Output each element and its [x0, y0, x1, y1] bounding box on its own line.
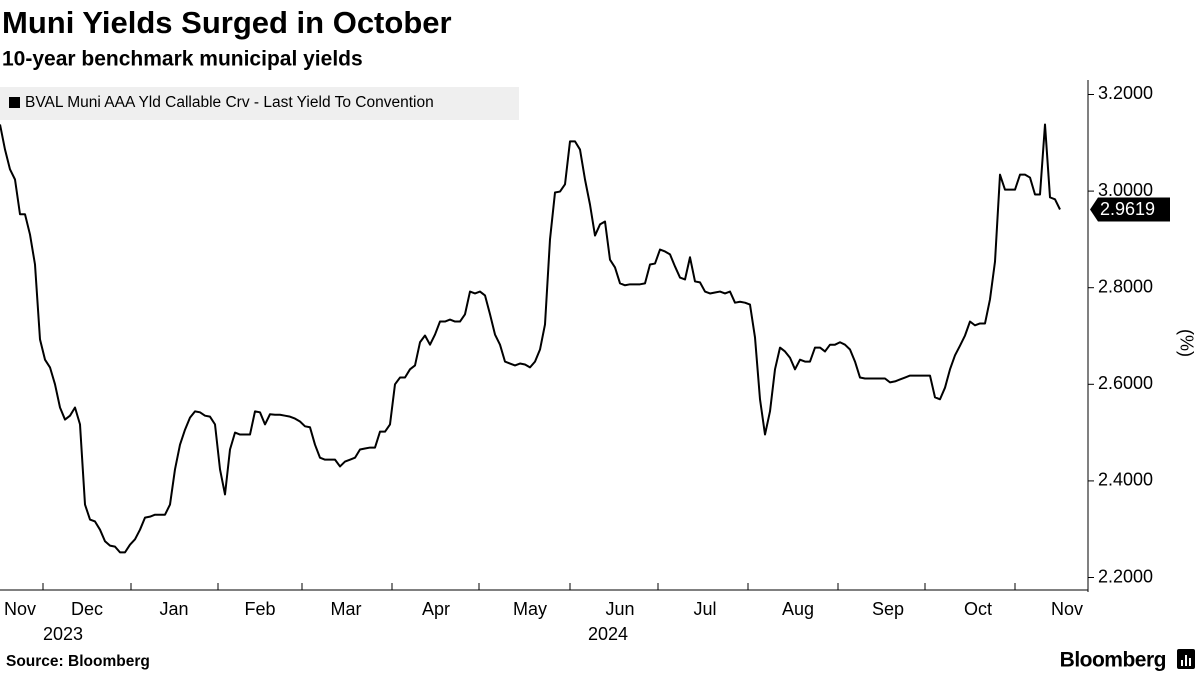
x-tick-label: Aug — [782, 599, 814, 619]
x-tick-label: Nov — [1051, 599, 1083, 619]
last-value-box — [1090, 197, 1170, 222]
x-year-label: 2024 — [588, 624, 628, 644]
x-tick-label: Sep — [872, 599, 904, 619]
x-tick-label: Dec — [71, 599, 103, 619]
x-tick-label: Jan — [159, 599, 188, 619]
x-tick-label: Nov — [4, 599, 36, 619]
last-value-label: 2.9619 — [1100, 199, 1155, 219]
y-tick-label: 2.8000 — [1098, 276, 1153, 296]
y-tick-label: 2.2000 — [1098, 566, 1153, 586]
x-tick-label: Jul — [693, 599, 716, 619]
x-tick-label: Oct — [964, 599, 992, 619]
chart-title: Muni Yields Surged in October — [2, 5, 452, 40]
legend-swatch — [9, 97, 20, 108]
brand: Bloomberg — [1060, 649, 1166, 672]
y-tick-label: 2.4000 — [1098, 470, 1153, 490]
brand-icon — [1177, 649, 1195, 669]
x-tick-label: Mar — [331, 599, 362, 619]
line-series — [0, 123, 1061, 554]
y-tick-label: 3.0000 — [1098, 180, 1153, 200]
x-tick-label: May — [513, 599, 547, 619]
y-axis-label: (%) — [1176, 329, 1196, 357]
x-tick-label: Jun — [605, 599, 634, 619]
x-tick-label: Apr — [422, 599, 450, 619]
y-tick-label: 2.6000 — [1098, 373, 1153, 393]
legend-label: BVAL Muni AAA Yld Callable Crv - Last Yi… — [25, 94, 434, 111]
chart-subtitle: 10-year benchmark municipal yields — [2, 48, 363, 71]
y-tick-label: 3.2000 — [1098, 83, 1153, 103]
legend-box — [0, 87, 519, 120]
source: Source: Bloomberg — [6, 653, 150, 670]
x-tick-label: Feb — [244, 599, 275, 619]
x-year-label: 2023 — [43, 624, 83, 644]
